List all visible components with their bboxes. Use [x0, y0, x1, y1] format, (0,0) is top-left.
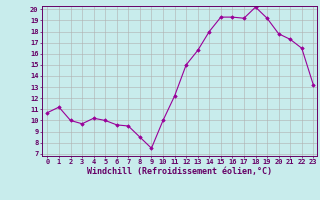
X-axis label: Windchill (Refroidissement éolien,°C): Windchill (Refroidissement éolien,°C)	[87, 167, 272, 176]
